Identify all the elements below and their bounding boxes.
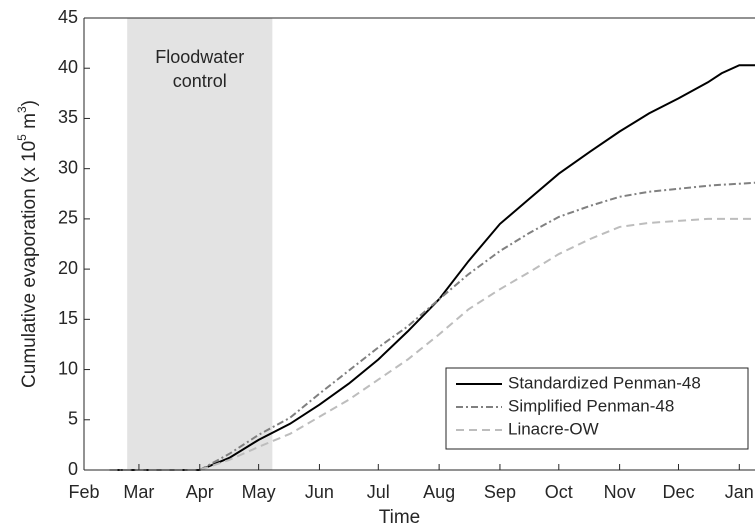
superscript: 3 — [15, 106, 29, 113]
x-tick-label: Apr — [186, 482, 214, 502]
x-tick-label: Jun — [305, 482, 334, 502]
shaded-region — [127, 18, 273, 470]
y-tick-label: 15 — [58, 308, 78, 328]
y-tick-label: 20 — [58, 258, 78, 278]
legend-box — [445, 367, 749, 450]
x-tick-label: Mar — [123, 482, 154, 502]
annotation: control — [173, 71, 227, 91]
x-tick-label: Oct — [545, 482, 573, 502]
axes-box — [83, 17, 755, 471]
y-tick-label: 25 — [58, 208, 78, 228]
annotation: Floodwater — [155, 47, 244, 67]
data-line — [109, 64, 755, 471]
x-tick-label: Dec — [662, 482, 694, 502]
x-tick-label: May — [242, 482, 276, 502]
y-tick-label: 40 — [58, 57, 78, 77]
x-tick-label: Nov — [604, 482, 636, 502]
x-axis-label: Time — [379, 507, 421, 528]
y-tick-label: 45 — [58, 7, 78, 27]
label-part: ) — [19, 100, 40, 106]
x-tick-label: Sep — [484, 482, 516, 502]
x-tick-label: Jul — [367, 482, 390, 502]
legend-label: Standardized Penman-48 — [508, 373, 701, 392]
y-tick-label: 10 — [58, 358, 78, 378]
data-line — [109, 217, 755, 471]
legend-label: Simplified Penman-48 — [508, 396, 674, 415]
label-part: m — [19, 113, 40, 134]
superscript: 5 — [15, 134, 29, 141]
y-tick-label: 35 — [58, 107, 78, 127]
y-tick-label: 5 — [68, 409, 78, 429]
x-tick-label: Aug — [423, 482, 455, 502]
label-part: Cumulative evaporation (x 10 — [19, 141, 40, 388]
x-tick-label: Feb — [68, 482, 99, 502]
y-axis-label: Cumulative evaporation (x 105 m3) — [15, 100, 40, 388]
y-tick-label: 30 — [58, 157, 78, 177]
legend-label: Linacre-OW — [508, 419, 599, 438]
y-tick-label: 0 — [68, 459, 78, 479]
x-tick-label: Jan — [725, 482, 754, 502]
